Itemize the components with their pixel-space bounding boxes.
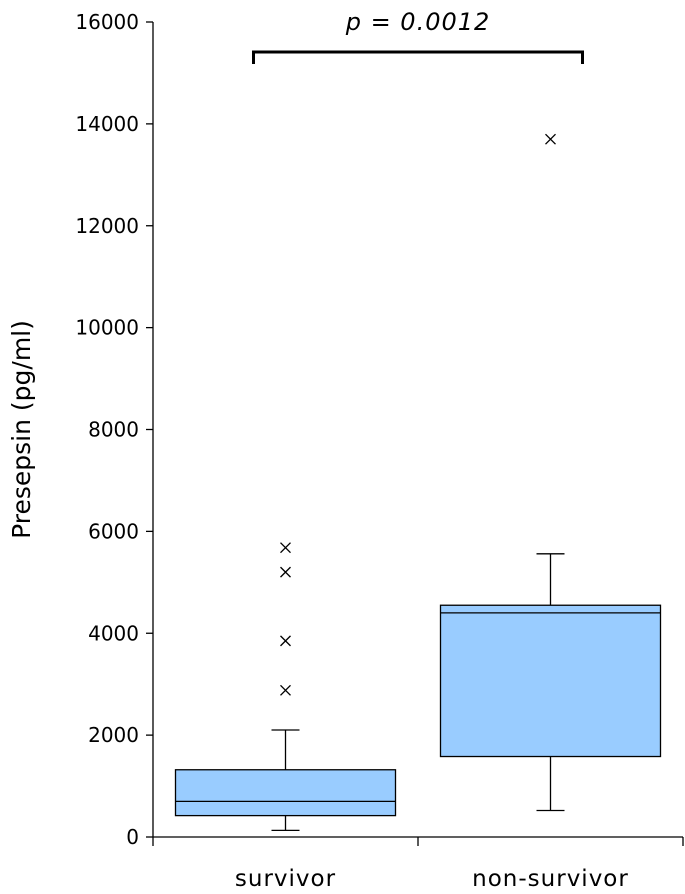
p-value-label: p = 0.0012 xyxy=(345,8,491,36)
iqr-box xyxy=(174,769,397,817)
outlier-point xyxy=(280,566,291,578)
axes xyxy=(146,21,684,846)
x-category-label: non-survivor xyxy=(472,866,629,892)
y-tick-label: 16000 xyxy=(75,10,139,34)
y-tick-label: 14000 xyxy=(75,112,139,136)
y-axis-label: Presepsin (pg/ml) xyxy=(7,320,36,539)
y-tick-label: 12000 xyxy=(75,214,139,238)
y-tick-label: 8000 xyxy=(88,418,139,442)
outlier-point xyxy=(280,542,291,554)
significance-bracket xyxy=(252,50,584,64)
outlier-point xyxy=(280,635,291,647)
outlier-point xyxy=(545,133,556,145)
box-survivor xyxy=(174,542,397,832)
outlier-point xyxy=(280,684,291,696)
outlier-stroke xyxy=(280,566,291,578)
y-tick-label: 6000 xyxy=(88,519,139,543)
iqr-box xyxy=(439,604,662,758)
y-tick-label: 0 xyxy=(126,825,139,849)
y-tick-label: 2000 xyxy=(88,723,139,747)
outlier-stroke xyxy=(280,635,291,647)
outlier-stroke xyxy=(545,133,556,145)
outlier-stroke xyxy=(280,542,291,554)
outlier-stroke xyxy=(280,684,291,696)
x-category-label: survivor xyxy=(235,866,336,892)
box-non-survivor xyxy=(439,133,662,812)
y-tick-label: 4000 xyxy=(88,621,139,645)
labels: 0 2000 4000 6000 8000 10000 12000 14000 16000 sur… xyxy=(7,8,629,892)
boxes xyxy=(174,133,662,832)
y-tick-label: 10000 xyxy=(75,316,139,340)
